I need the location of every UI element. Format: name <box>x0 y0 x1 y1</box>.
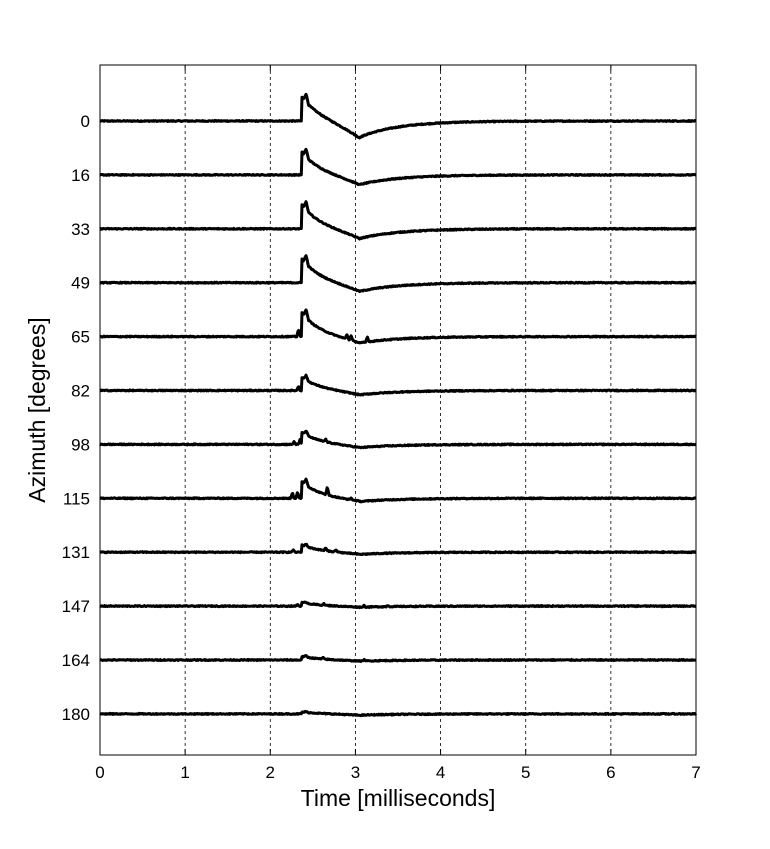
x-tick-label: 5 <box>521 763 530 782</box>
trace-115 <box>99 477 697 504</box>
x-tick-label: 4 <box>436 763 445 782</box>
x-ticks: 0 1 2 3 4 5 6 7 <box>95 65 701 782</box>
plot-frame <box>99 64 697 756</box>
trace-16 <box>99 147 697 187</box>
grid <box>184 65 612 755</box>
y-tick-label: 131 <box>62 543 90 562</box>
y-axis-label: Azimuth [degrees] <box>24 317 50 502</box>
y-ticks: 0 16 33 49 65 82 98 115 131 147 164 180 <box>62 112 696 724</box>
trace-0 <box>99 92 697 140</box>
trace-33 <box>99 200 697 241</box>
trace-180 <box>99 709 698 718</box>
traces <box>99 92 698 718</box>
trace-49 <box>99 254 697 294</box>
x-tick-label: 7 <box>691 763 700 782</box>
trace-131 <box>99 542 697 556</box>
trace-82 <box>99 373 697 397</box>
y-tick-label: 180 <box>62 705 90 724</box>
y-tick-label: 49 <box>71 274 90 293</box>
x-tick-label: 2 <box>266 763 275 782</box>
y-tick-label: 82 <box>71 382 90 401</box>
y-tick-label: 65 <box>71 328 90 347</box>
y-tick-label: 16 <box>71 166 90 185</box>
y-tick-label: 33 <box>71 220 90 239</box>
y-tick-label: 115 <box>63 489 90 508</box>
trace-98 <box>99 429 697 450</box>
trace-147 <box>99 600 697 610</box>
y-tick-label: 164 <box>62 651 90 670</box>
x-tick-label: 6 <box>606 763 615 782</box>
plot-area <box>100 65 696 755</box>
x-tick-label: 1 <box>180 763 189 782</box>
y-tick-label: 0 <box>81 112 90 131</box>
y-tick-label: 147 <box>62 597 90 616</box>
x-axis-label: Time [milliseconds] <box>301 785 496 811</box>
y-tick-label: 98 <box>71 435 90 454</box>
x-tick-label: 3 <box>351 763 360 782</box>
trace-65 <box>99 308 697 345</box>
trace-164 <box>99 654 697 663</box>
x-tick-label: 0 <box>95 763 104 782</box>
